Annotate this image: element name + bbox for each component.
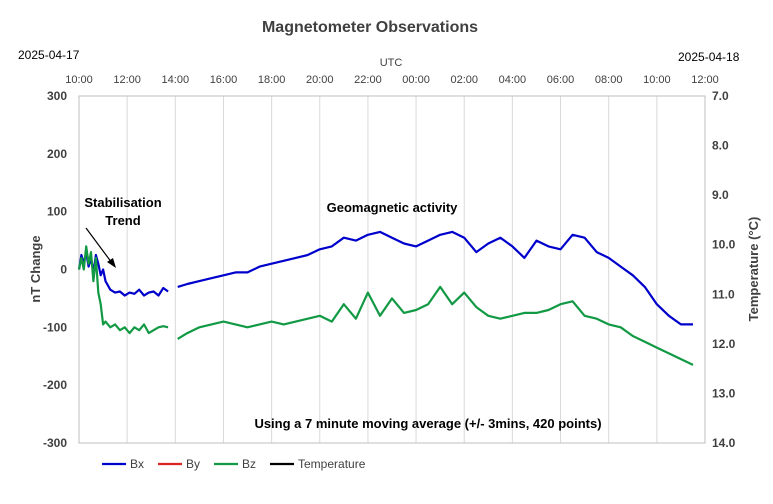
end-date: 2025-04-18 — [678, 50, 740, 64]
x-tick-label: 22:00 — [354, 74, 382, 86]
vertical-gridlines — [126, 96, 658, 443]
series-line-bz — [177, 285, 694, 366]
x-tick-label: 04:00 — [499, 74, 527, 86]
chart-title: Magnetometer Observations — [262, 19, 478, 36]
left-y-tick-label: 300 — [47, 89, 67, 103]
start-date: 2025-04-17 — [18, 48, 80, 62]
right-y-tick-label: 10.0 — [712, 238, 736, 252]
x-tick-label: 14:00 — [162, 74, 190, 86]
x-tick-label: 10:00 — [65, 74, 93, 86]
left-y-tick-label: 100 — [47, 205, 67, 219]
x-tick-label: 12:00 — [113, 74, 141, 86]
right-y-tick-label: 9.0 — [712, 188, 729, 202]
x-tick-label: 02:00 — [450, 74, 478, 86]
x-tick-label: 00:00 — [402, 74, 430, 86]
annotation-moving-average: Using a 7 minute moving average (+/- 3mi… — [254, 416, 601, 431]
annotation-trend: Trend — [105, 213, 140, 228]
left-y-tick-label: -200 — [43, 378, 67, 392]
legend: Bx By Bz Temperature — [102, 457, 366, 471]
x-tick-labels: 10:00 12:00 14:00 16:00 18:00 20:00 22:00 00:00… — [65, 74, 719, 86]
right-y-tick-labels: 7.0 8.0 9.0 10.0 11.0 12.0 13.0 14.0 — [712, 89, 736, 450]
legend-label-by: By — [186, 457, 200, 471]
x-axis-label: UTC — [380, 57, 403, 69]
series-line-bx — [177, 230, 693, 326]
annotation-arrow-line — [85, 227, 113, 264]
annotation-geomagnetic: Geomagnetic activity — [327, 200, 459, 215]
right-y-tick-label: 8.0 — [712, 139, 729, 153]
right-y-tick-label: 14.0 — [712, 436, 736, 450]
right-y-tick-label: 11.0 — [712, 287, 735, 301]
x-tick-label: 06:00 — [547, 74, 575, 86]
series-lines — [77, 230, 694, 366]
left-y-tick-labels: 300 200 100 0 -100 -200 -300 — [43, 89, 67, 450]
series-line-bx — [77, 251, 169, 297]
x-tick-label: 12:00 — [691, 74, 719, 86]
left-y-axis-label: nT Change — [28, 235, 43, 302]
left-y-tick-label: -300 — [43, 436, 67, 450]
annotation-arrow-head — [107, 258, 116, 268]
left-y-tick-label: 0 — [60, 263, 67, 277]
x-tick-label: 18:00 — [258, 74, 286, 86]
x-tick-label: 16:00 — [210, 74, 238, 86]
legend-label-temperature: Temperature — [298, 457, 366, 471]
series-line-bz — [77, 245, 169, 335]
right-y-tick-label: 13.0 — [712, 386, 736, 400]
plot-area-border — [78, 95, 706, 444]
x-tick-label: 10:00 — [643, 74, 671, 86]
right-y-tick-label: 12.0 — [712, 337, 736, 351]
x-tick-label: 20:00 — [306, 74, 334, 86]
right-y-tick-label: 7.0 — [712, 89, 729, 103]
left-y-tick-label: 200 — [47, 147, 67, 161]
legend-label-bx: Bx — [130, 457, 144, 471]
annotation-stabilisation: Stabilisation — [84, 195, 161, 210]
x-tick-label: 08:00 — [595, 74, 623, 86]
left-y-tick-label: -100 — [43, 320, 67, 334]
legend-label-bz: Bz — [242, 457, 256, 471]
right-y-axis-label: Temperature (°C) — [746, 217, 761, 322]
